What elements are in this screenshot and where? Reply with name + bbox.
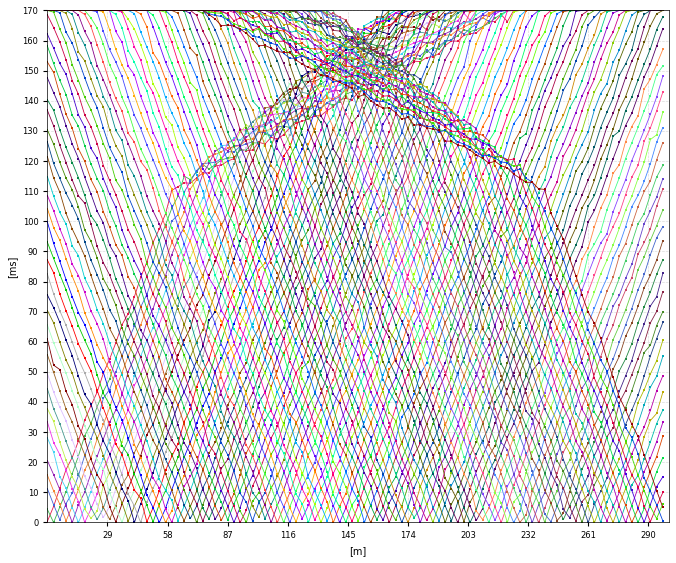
X-axis label: [m]: [m] (349, 546, 367, 556)
Y-axis label: [ms]: [ms] (7, 255, 17, 278)
